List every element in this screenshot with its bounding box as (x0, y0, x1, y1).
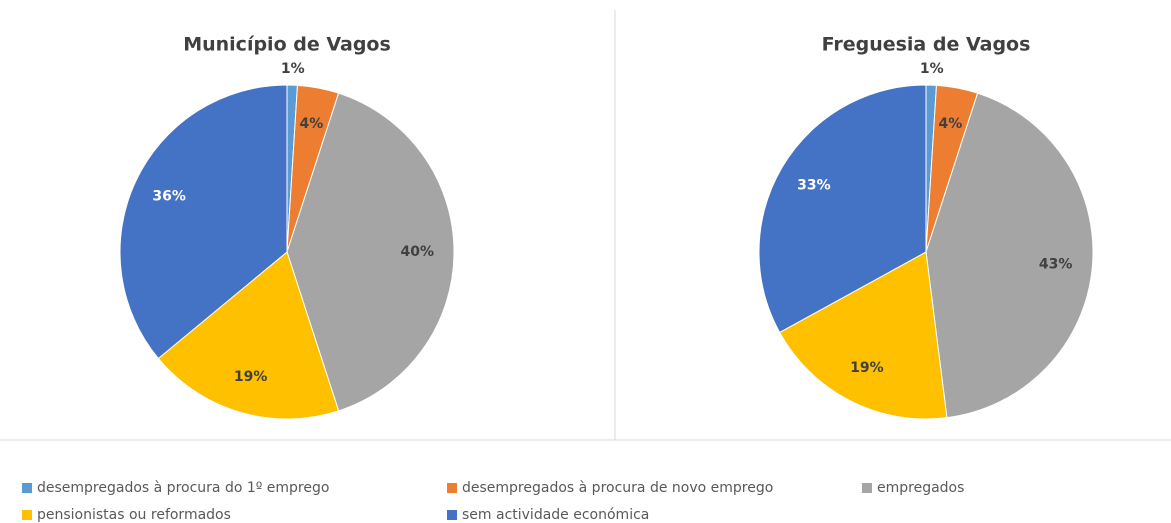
pie-slice (286, 92, 455, 412)
legend-label: pensionistas ou reformados (37, 507, 231, 523)
legend-label: desempregados à procura do 1º emprego (37, 480, 329, 496)
pie-slice (778, 251, 948, 420)
legend-label: sem actividade económica (462, 507, 649, 523)
data-label: 1% (920, 61, 944, 77)
data-label: 36% (152, 189, 186, 205)
data-label: 40% (401, 244, 435, 260)
data-label: 43% (1039, 256, 1073, 272)
legend-swatch (447, 483, 457, 493)
data-label: 19% (234, 369, 268, 385)
data-label: 4% (939, 116, 963, 132)
data-label: 1% (281, 61, 305, 77)
legend-label: empregados (877, 480, 964, 496)
legend-label: desempregados à procura de novo emprego (462, 480, 773, 496)
chart-title: Município de Vagos (183, 34, 391, 56)
legend-swatch (862, 483, 872, 493)
pie-slice (119, 84, 288, 360)
data-label: 33% (797, 178, 831, 194)
pie-slice (925, 92, 1094, 419)
chart-title: Freguesia de Vagos (822, 34, 1031, 56)
legend-swatch (22, 483, 32, 493)
pie-slice (157, 251, 340, 420)
legend-swatch (22, 510, 32, 520)
data-label: 4% (300, 116, 324, 132)
legend-swatch (447, 510, 457, 520)
pie-slice (758, 84, 927, 334)
data-label: 19% (850, 360, 884, 376)
